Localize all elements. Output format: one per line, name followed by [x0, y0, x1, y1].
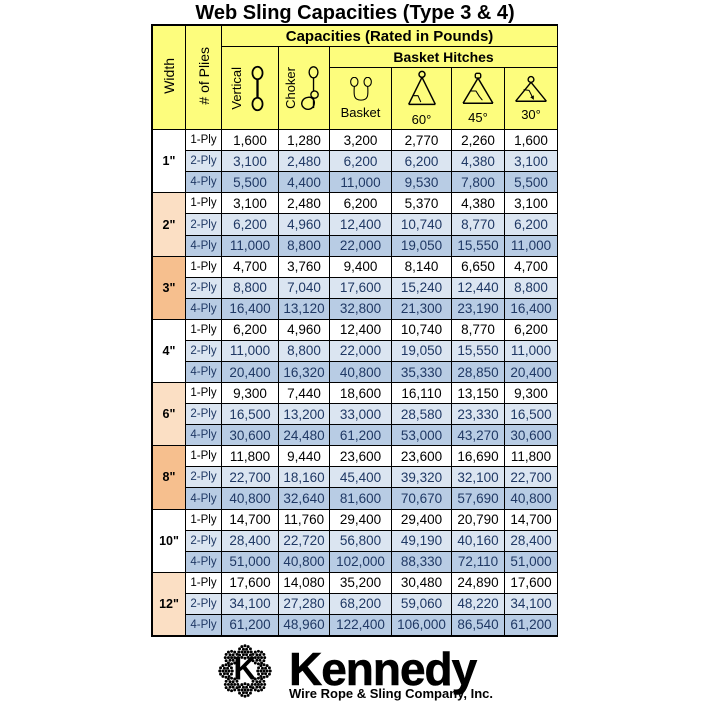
svg-text:K: K	[233, 651, 257, 687]
